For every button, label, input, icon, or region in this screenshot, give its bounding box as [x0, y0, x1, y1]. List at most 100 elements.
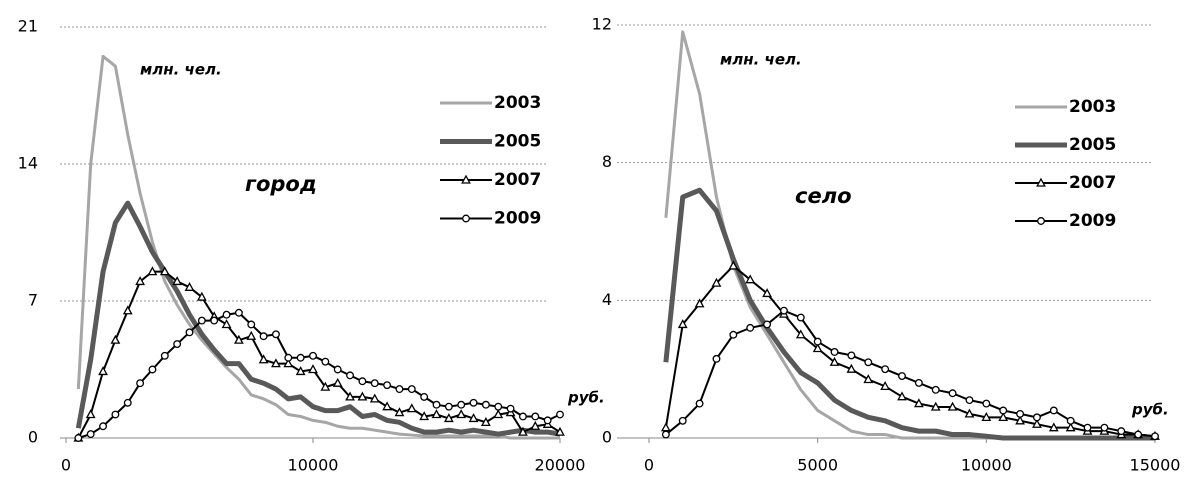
marker	[1083, 423, 1092, 432]
marker	[913, 398, 924, 408]
marker	[136, 379, 145, 388]
x-axis-label: руб.	[1131, 401, 1169, 419]
marker	[494, 402, 503, 411]
marker	[247, 320, 256, 329]
y-tick-label: 14	[18, 154, 38, 173]
marker	[711, 277, 722, 287]
y-tick-label: 0	[602, 428, 612, 447]
legend-label: 2005	[1069, 135, 1116, 155]
marker	[556, 410, 564, 419]
marker	[1032, 418, 1042, 428]
marker	[123, 398, 132, 407]
marker	[148, 365, 157, 374]
marker	[519, 412, 527, 421]
marker	[729, 330, 738, 339]
marker	[443, 413, 454, 423]
y-tick-label: 8	[602, 152, 612, 171]
series-line	[77, 270, 561, 439]
marker	[222, 310, 231, 319]
marker	[830, 348, 839, 356]
marker	[98, 366, 108, 376]
marker	[779, 306, 788, 315]
marker	[677, 319, 688, 329]
marker	[745, 274, 756, 284]
legend-label: 2007	[494, 170, 541, 190]
marker	[469, 398, 478, 407]
marker	[712, 354, 721, 363]
marker	[457, 400, 466, 409]
marker	[296, 353, 305, 362]
marker	[196, 291, 207, 301]
marker	[829, 356, 840, 366]
marker	[982, 399, 991, 408]
marker	[346, 371, 354, 380]
marker	[1048, 422, 1059, 432]
x-tick-label: 0	[644, 456, 654, 475]
marker	[999, 406, 1008, 415]
y-tick-label: 21	[18, 17, 38, 36]
marker	[309, 351, 317, 360]
marker	[258, 354, 269, 364]
marker	[763, 320, 772, 329]
marker	[197, 316, 206, 325]
legend-label: 2003	[1069, 97, 1116, 117]
marker	[357, 391, 368, 401]
marker	[432, 400, 441, 409]
x-tick-label: 10000	[288, 456, 339, 475]
marker	[795, 329, 806, 339]
marker	[796, 313, 805, 322]
marker	[728, 260, 739, 270]
marker	[481, 400, 490, 409]
marker	[506, 404, 515, 413]
marker	[518, 426, 528, 436]
marker	[881, 365, 890, 374]
marker	[1016, 409, 1025, 418]
marker	[110, 334, 121, 344]
marker	[184, 281, 195, 291]
series-line	[664, 30, 1155, 440]
series-line	[663, 187, 1155, 441]
marker	[444, 402, 453, 411]
legend-label: 2005	[494, 132, 541, 152]
marker	[185, 328, 194, 337]
marker	[694, 298, 705, 308]
marker	[210, 316, 219, 325]
marker	[898, 372, 906, 380]
marker	[1036, 177, 1046, 187]
marker	[259, 332, 268, 341]
marker	[964, 408, 975, 418]
marker	[308, 364, 318, 374]
series-line	[665, 309, 1156, 438]
marker	[864, 358, 873, 367]
annotation: город	[245, 172, 317, 196]
marker	[85, 409, 96, 419]
marker	[1117, 427, 1126, 436]
x-tick-label: 10000	[961, 456, 1012, 475]
marker	[1100, 423, 1109, 432]
marker	[234, 308, 243, 317]
marker	[555, 426, 565, 436]
marker	[930, 401, 941, 411]
marker	[456, 409, 467, 419]
legend-label: 2007	[1069, 173, 1116, 193]
marker	[283, 358, 294, 368]
marker	[897, 391, 907, 401]
x-axis-label: руб.	[567, 389, 605, 407]
legend-label: 2003	[494, 93, 541, 113]
y-axis-label: млн. чел.	[720, 51, 802, 69]
marker	[812, 343, 823, 353]
marker	[135, 276, 145, 286]
marker	[99, 422, 107, 431]
marker	[695, 399, 704, 408]
marker	[234, 334, 244, 344]
x-tick-label: 15000	[1130, 456, 1181, 475]
marker	[914, 378, 923, 387]
marker	[172, 276, 183, 286]
series-line	[664, 264, 1156, 438]
marker	[762, 288, 772, 298]
marker	[320, 381, 331, 391]
x-tick-label: 0	[61, 456, 71, 475]
marker	[947, 401, 958, 411]
marker	[395, 385, 404, 394]
